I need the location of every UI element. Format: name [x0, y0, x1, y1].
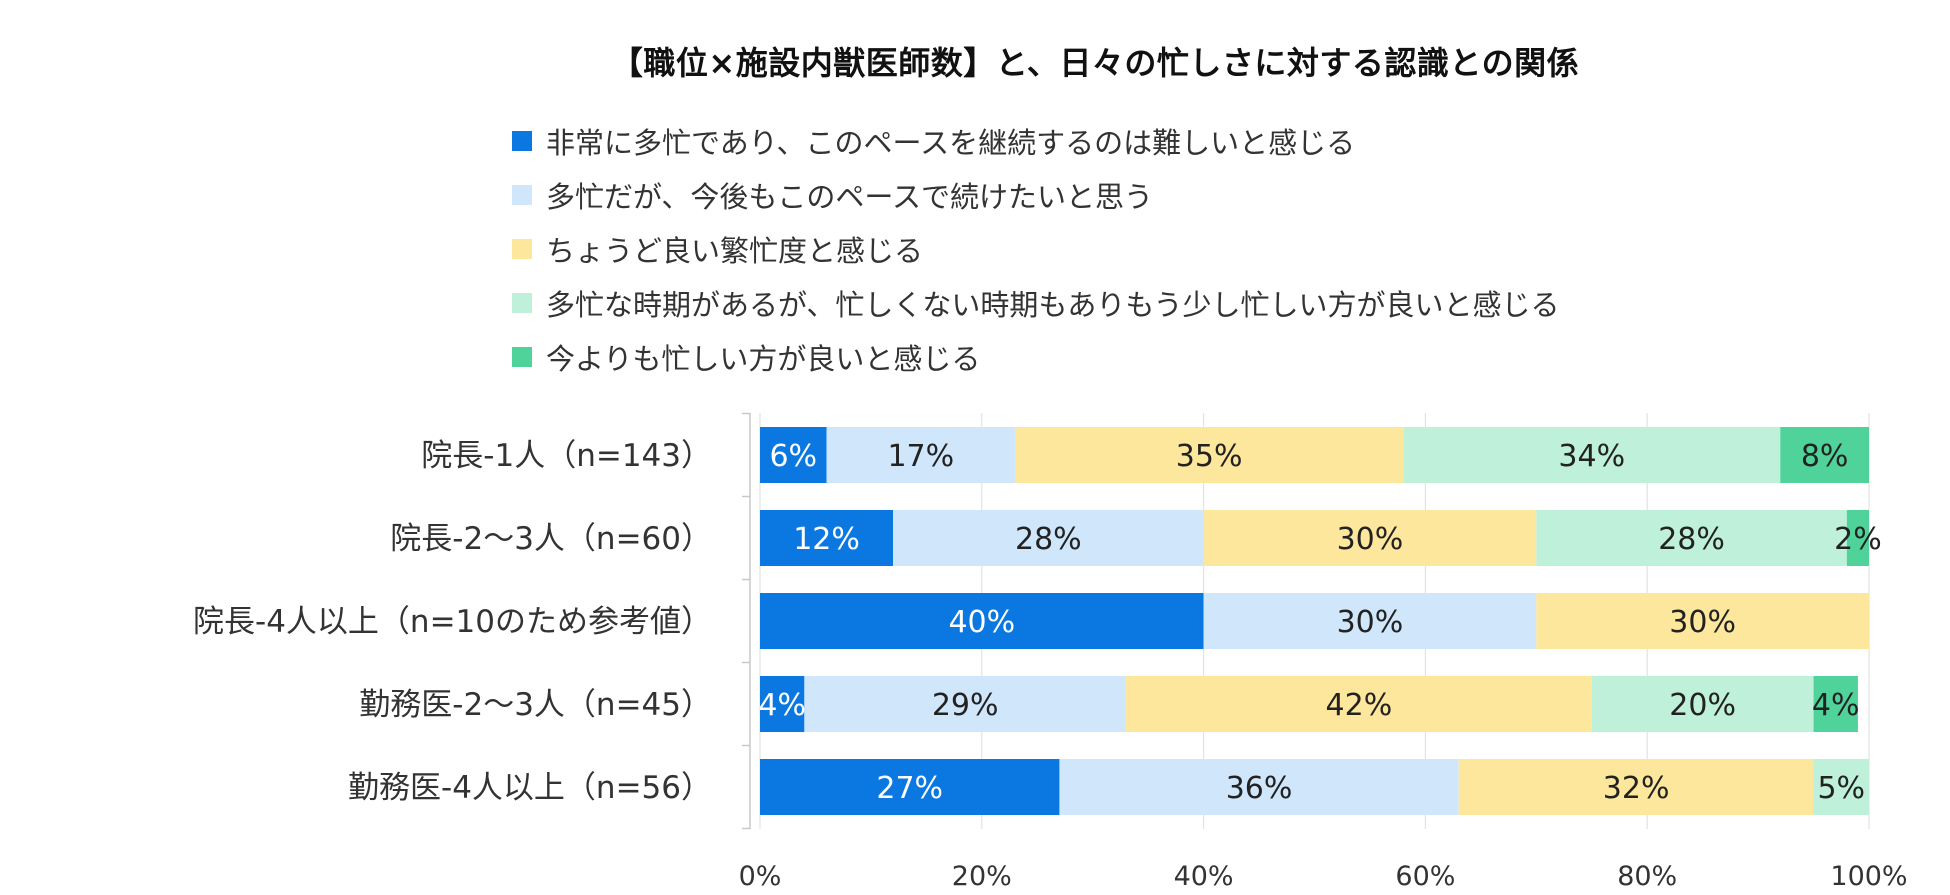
legend-swatch: [512, 347, 532, 367]
x-tick-label: 80%: [1617, 861, 1677, 892]
bar-segment: [1458, 759, 1814, 815]
data-label: 30%: [1337, 605, 1404, 640]
data-label: 5%: [1817, 771, 1865, 806]
bar-segment: [1125, 676, 1592, 732]
bar-segment: [1536, 593, 1869, 649]
data-label: 40%: [948, 605, 1015, 640]
bar-segment: [826, 427, 1016, 483]
legend: 非常に多忙であり、このペースを継続するのは難しいと感じる 多忙だが、今後もこのペー…: [512, 114, 1560, 384]
legend-item: 非常に多忙であり、このペースを継続するのは難しいと感じる: [512, 114, 1560, 168]
category-label: 勤務医-4人以上（n=56）: [348, 770, 712, 806]
data-label: 28%: [1015, 522, 1082, 557]
bar-segment: [1203, 593, 1537, 649]
data-label: 30%: [1669, 605, 1736, 640]
data-label: 8%: [1801, 439, 1849, 474]
bar-segment: [760, 427, 827, 483]
data-label: 4%: [1812, 688, 1860, 723]
category-label: 院長-2～3人（n=60）: [390, 521, 712, 557]
category-label: 勤務医-2～3人（n=45）: [359, 687, 712, 723]
data-label: 34%: [1558, 439, 1625, 474]
data-label: 4%: [758, 688, 806, 723]
legend-item: 多忙だが、今後もこのペースで続けたいと思う: [512, 168, 1560, 222]
data-label: 12%: [793, 522, 860, 557]
bar-segment: [760, 510, 894, 566]
x-tick-label: 100%: [1830, 861, 1907, 892]
bar-segment: [1813, 676, 1858, 732]
bar-segment: [1059, 759, 1459, 815]
bar-segment: [893, 510, 1204, 566]
legend-swatch: [512, 185, 532, 205]
bar-segment: [1846, 510, 1869, 566]
legend-swatch: [512, 293, 532, 313]
legend-label: 今よりも忙しい方が良いと感じる: [546, 342, 981, 376]
legend-item: 今よりも忙しい方が良いと感じる: [512, 330, 1560, 384]
x-tick-label: 60%: [1395, 861, 1455, 892]
bar-segment: [1536, 510, 1847, 566]
legend-item: 多忙な時期があるが、忙しくない時期もありもう少し忙しい方が良いと感じる: [512, 276, 1560, 330]
legend-label: 多忙だが、今後もこのペースで続けたいと思う: [546, 180, 1153, 214]
data-label: 28%: [1658, 522, 1725, 557]
data-label: 27%: [876, 771, 943, 806]
data-label: 20%: [1669, 688, 1736, 723]
bar-segment: [1015, 427, 1404, 483]
data-label: 30%: [1337, 522, 1404, 557]
legend-label: 多忙な時期があるが、忙しくない時期もありもう少し忙しい方が良いと感じる: [546, 288, 1560, 322]
bar-segment: [804, 676, 1126, 732]
bar-segment: [1591, 676, 1814, 732]
legend-item: ちょうど良い繁忙度と感じる: [512, 222, 1560, 276]
data-label: 42%: [1326, 688, 1393, 723]
category-label: 院長-4人以上（n=10のため参考値）: [193, 604, 712, 640]
bar-segment: [1403, 427, 1781, 483]
bar-segment: [1780, 427, 1869, 483]
bar-segment: [760, 593, 1204, 649]
data-label: 29%: [932, 688, 999, 723]
data-label: 36%: [1226, 771, 1293, 806]
bar-segment: [1203, 510, 1537, 566]
data-label: 32%: [1603, 771, 1670, 806]
chart-title: 【職位×施設内獣医師数】と、日々の忙しさに対する認識との関係: [610, 44, 1580, 82]
data-label: 35%: [1176, 439, 1243, 474]
x-tick-label: 0%: [739, 861, 782, 892]
category-label: 院長-1人（n=143）: [421, 438, 712, 474]
legend-label: ちょうど良い繁忙度と感じる: [546, 234, 924, 268]
legend-swatch: [512, 131, 532, 151]
bar-segment: [1813, 759, 1869, 815]
data-label: 17%: [887, 439, 954, 474]
x-tick-label: 40%: [1174, 861, 1234, 892]
data-label: 2%: [1834, 522, 1882, 557]
data-label: 6%: [769, 439, 817, 474]
x-tick-label: 20%: [952, 861, 1012, 892]
bar-segment: [760, 676, 805, 732]
legend-label: 非常に多忙であり、このペースを継続するのは難しいと感じる: [546, 126, 1356, 160]
legend-swatch: [512, 239, 532, 259]
bar-segment: [760, 759, 1060, 815]
